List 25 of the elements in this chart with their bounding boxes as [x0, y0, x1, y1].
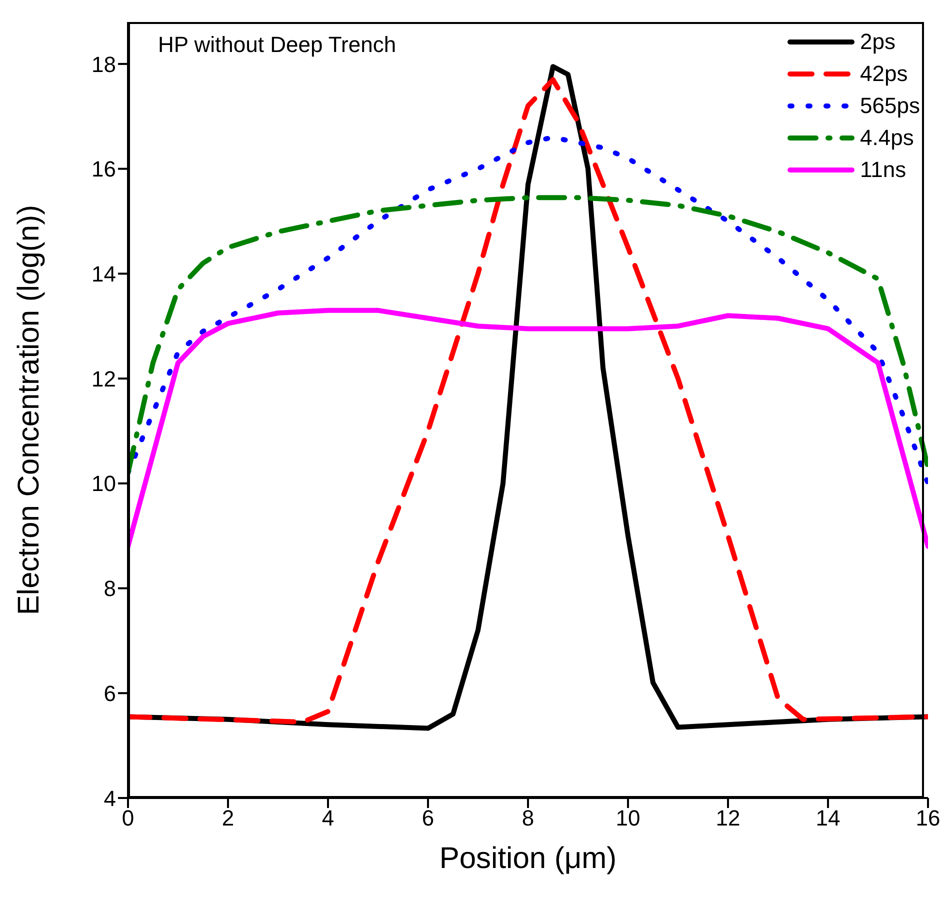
y-tick-label: 18: [92, 52, 116, 77]
x-tick-label: 0: [122, 806, 134, 831]
y-tick-label: 16: [92, 156, 116, 182]
legend-label: 42ps: [860, 60, 908, 88]
y-tick-label: 12: [92, 366, 116, 392]
x-tick-label: 8: [522, 806, 534, 831]
y-tick-label: 10: [92, 471, 116, 496]
legend-label: 2ps: [860, 28, 896, 56]
legend-label: 11ns: [860, 156, 906, 184]
y-tick-label: 8: [104, 576, 116, 602]
y-tick-label: 4: [104, 786, 116, 811]
y-axis-title: Electron Concentration (log(n)): [12, 204, 46, 616]
legend-label: 4.4ps: [860, 124, 914, 152]
y-tick-label: 6: [104, 680, 116, 706]
x-tick-label: 10: [616, 806, 640, 831]
x-tick-label: 14: [816, 806, 840, 831]
x-tick-label: 2: [222, 806, 234, 831]
x-axis-title: Position (μm): [439, 842, 617, 875]
legend-label: 565ps: [860, 92, 920, 120]
y-tick-label: 14: [92, 261, 116, 286]
x-tick-label: 4: [322, 806, 334, 831]
x-tick-label: 16: [916, 806, 940, 831]
text: HP without Deep Trench: [158, 32, 396, 58]
x-tick-label: 12: [716, 806, 740, 831]
x-tick-label: 6: [422, 806, 434, 831]
